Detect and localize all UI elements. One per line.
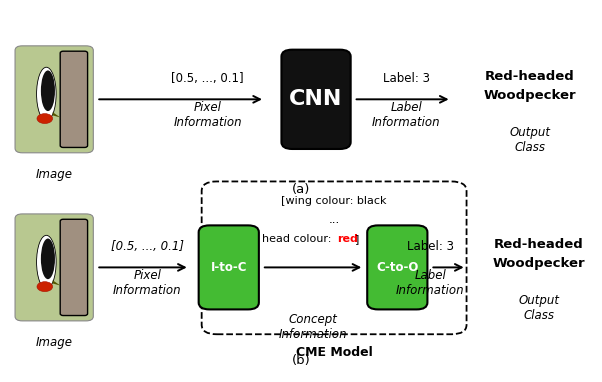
Text: head colour:: head colour: [262, 234, 335, 244]
Text: ...: ... [329, 213, 340, 226]
Ellipse shape [41, 238, 55, 279]
Text: Output
Class: Output Class [509, 126, 550, 154]
Polygon shape [52, 112, 60, 118]
Text: (a): (a) [292, 183, 310, 196]
Text: Concept
Information: Concept Information [279, 313, 347, 341]
Text: Red-headed: Red-headed [485, 70, 575, 83]
Circle shape [37, 282, 52, 291]
FancyBboxPatch shape [367, 225, 427, 309]
FancyBboxPatch shape [15, 214, 93, 321]
Text: Label: 3: Label: 3 [383, 72, 430, 85]
FancyBboxPatch shape [60, 51, 88, 147]
Text: [wing colour: black: [wing colour: black [281, 196, 387, 206]
Text: Pixel
Information: Pixel Information [173, 101, 242, 129]
Ellipse shape [41, 70, 55, 111]
Text: (b): (b) [291, 354, 311, 367]
FancyBboxPatch shape [60, 219, 88, 316]
Text: red: red [337, 234, 358, 244]
Ellipse shape [37, 67, 56, 121]
Text: Pixel
Information: Pixel Information [113, 269, 182, 297]
Text: [0.5, ..., 0.1]: [0.5, ..., 0.1] [111, 240, 184, 253]
Text: I-to-C: I-to-C [211, 261, 247, 274]
Text: Red-headed: Red-headed [494, 238, 584, 251]
Text: [0.5, ..., 0.1]: [0.5, ..., 0.1] [172, 72, 244, 85]
Text: Label: 3: Label: 3 [407, 240, 454, 253]
Polygon shape [52, 280, 60, 286]
FancyBboxPatch shape [199, 225, 259, 309]
Text: Woodpecker: Woodpecker [483, 89, 576, 102]
Text: CME Model: CME Model [296, 346, 373, 359]
Text: ]: ] [355, 234, 359, 244]
FancyBboxPatch shape [202, 181, 467, 334]
Ellipse shape [37, 235, 56, 289]
Text: Woodpecker: Woodpecker [492, 257, 585, 270]
Text: C-to-O: C-to-O [376, 261, 418, 274]
FancyBboxPatch shape [15, 46, 93, 153]
FancyBboxPatch shape [282, 50, 350, 149]
Text: CNN: CNN [290, 89, 343, 109]
Text: Image: Image [36, 336, 73, 349]
Text: Image: Image [36, 168, 73, 181]
Text: Label
Information: Label Information [396, 269, 465, 297]
Text: Label
Information: Label Information [372, 101, 441, 129]
Text: Output
Class: Output Class [518, 294, 559, 322]
Circle shape [37, 113, 52, 123]
